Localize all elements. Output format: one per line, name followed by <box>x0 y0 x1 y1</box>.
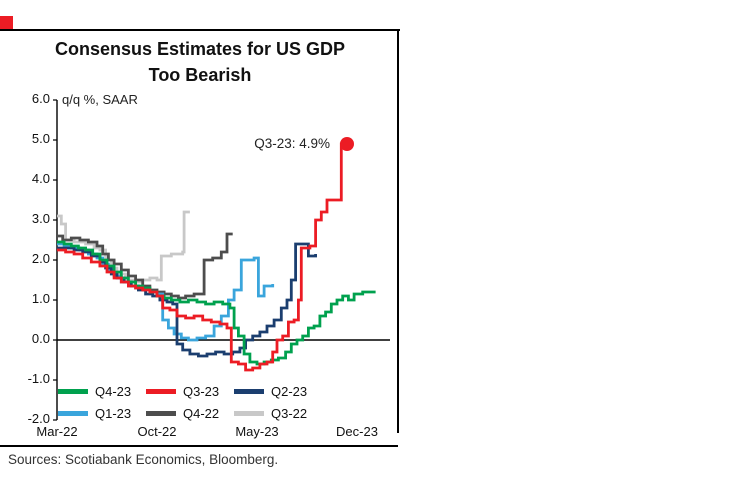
latest-value-marker <box>340 137 354 151</box>
x-tick-label: May-23 <box>235 424 279 439</box>
x-tick-label: Mar-22 <box>36 424 78 439</box>
legend-label: Q3-22 <box>271 405 308 421</box>
legend-swatch-q1-23 <box>58 410 88 416</box>
axis-unit-label: q/q %, SAAR <box>62 92 138 107</box>
legend-item-q3-22: Q3-22 <box>234 406 322 421</box>
series-line-q1-23 <box>57 242 275 342</box>
chart-legend: Q4-23 Q3-23 Q2-23 Q1-23 Q4-22 Q3-22 <box>58 380 322 424</box>
legend-swatch-q4-23 <box>58 388 88 394</box>
legend-item-q1-23: Q1-23 <box>58 406 146 421</box>
legend-swatch-q2-23 <box>234 388 264 394</box>
legend-label: Q4-23 <box>95 383 132 399</box>
y-tick-label: 5.0 <box>31 131 50 146</box>
legend-swatch-q3-22 <box>234 410 264 416</box>
y-tick-label: 3.0 <box>31 211 50 226</box>
series-line-q2-23 <box>57 242 317 358</box>
top-rule <box>0 29 400 31</box>
chart-title-line2: Too Bearish <box>148 65 252 86</box>
y-tick-label: 6.0 <box>31 91 50 106</box>
legend-item-q4-23: Q4-23 <box>58 384 146 399</box>
y-tick-label: 1.0 <box>31 291 50 306</box>
legend-swatch-q4-22 <box>146 410 176 416</box>
y-tick-label: 0.0 <box>31 331 50 346</box>
chart-title-line1: Consensus Estimates for US GDP <box>54 39 346 59</box>
y-tick-label: -1.0 <box>27 371 50 386</box>
brand-red-square <box>0 16 13 29</box>
chart-title: Consensus Estimates for US GDP Too Beari… <box>0 36 400 88</box>
x-tick-label: Oct-22 <box>137 424 177 439</box>
series-line-q4-23 <box>57 240 376 366</box>
column-divider-rule <box>397 29 399 433</box>
legend-swatch-q3-23 <box>146 388 176 394</box>
y-tick-label: 4.0 <box>31 171 50 186</box>
peak-annotation: Q3-23: 4.9% <box>254 136 330 151</box>
legend-item-q3-23: Q3-23 <box>146 384 234 399</box>
legend-label: Q4-22 <box>183 405 220 421</box>
series-line-q3-23 <box>57 142 347 372</box>
legend-item-q4-22: Q4-22 <box>146 406 234 421</box>
y-tick-label: 2.0 <box>31 251 50 266</box>
sources-rule <box>0 445 398 447</box>
series-line-q4-22 <box>57 232 233 300</box>
x-tick-label: Dec-23 <box>336 424 378 439</box>
legend-label: Q3-23 <box>183 383 220 399</box>
legend-item-q2-23: Q2-23 <box>234 384 322 399</box>
legend-label: Q2-23 <box>271 383 308 399</box>
sources-note: Sources: Scotiabank Economics, Bloomberg… <box>8 452 279 467</box>
y-tick-label: -2.0 <box>27 411 50 426</box>
legend-label: Q1-23 <box>95 405 132 421</box>
